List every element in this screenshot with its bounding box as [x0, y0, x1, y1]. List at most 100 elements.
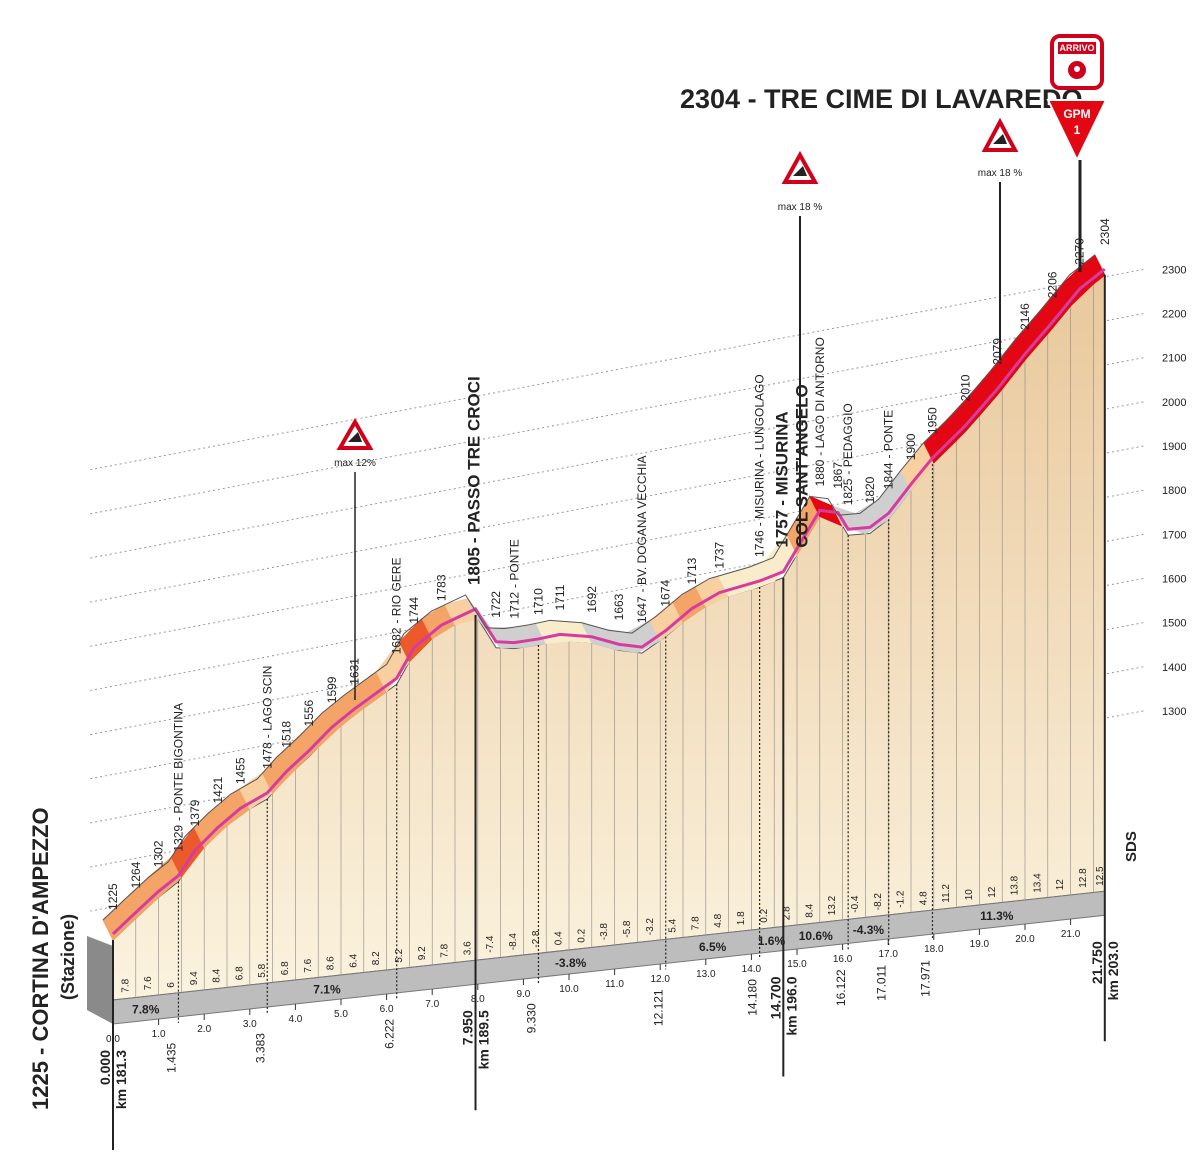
place-name: - LAGO DI ANTORNO — [813, 337, 827, 455]
warning-icon: max 18 % — [978, 117, 1022, 360]
gradient-label: 8.4 — [212, 968, 223, 982]
altitude-label: 2010 — [959, 374, 973, 401]
section-gradient: 11.3% — [980, 909, 1014, 923]
gradient-label: -2.8 — [531, 930, 542, 948]
gradient-label: 4.8 — [713, 913, 724, 927]
gradient-label: 5.4 — [668, 918, 679, 932]
x-tick-label: 12.0 — [650, 974, 670, 985]
gradient-label: 12 — [987, 886, 998, 898]
altitude-label: 1880 - LAGO DI ANTORNO — [813, 337, 827, 486]
x-tick-label: 19.0 — [970, 939, 990, 950]
gradient-label: 10 — [964, 889, 975, 901]
km-marker-label: 3.383 — [253, 1033, 267, 1063]
altitude-label: 2079 — [991, 338, 1005, 365]
section-gradient: 10.6% — [799, 929, 833, 943]
altitude-label: 1682 - RIO GERE — [390, 558, 404, 655]
sds-label: SDS — [1123, 831, 1140, 862]
gradient-label: 5.8 — [257, 963, 268, 977]
altitude: 1880 — [813, 459, 827, 486]
x-tick-label: 9.0 — [516, 989, 530, 1000]
gradient-label: 5.2 — [394, 948, 405, 962]
altitude: 1713 — [685, 557, 699, 584]
altitude-label: 1329 - PONTE BIGONTINA — [171, 703, 185, 852]
grid-line — [90, 268, 1144, 471]
warning-icon: max 12% — [334, 417, 376, 700]
altitude-label: 1711 — [553, 584, 567, 610]
altitude: 2206 — [1045, 271, 1059, 298]
x-tick-label: 15.0 — [787, 959, 807, 970]
y-tick-label: 2300 — [1162, 264, 1186, 276]
altitude: 1900 — [904, 433, 918, 460]
altitude: 1737 — [712, 542, 726, 569]
x-tick-label: 10.0 — [559, 984, 579, 995]
altitude-label: 1302 — [152, 840, 166, 867]
place-name: - PONTE BIGONTINA — [171, 703, 185, 821]
altitude: 1805 — [465, 547, 484, 585]
section-gradient: 6.5% — [699, 940, 727, 954]
gradient-label: 1.8 — [736, 911, 747, 925]
section-gradient: 7.8% — [132, 1002, 160, 1016]
gradient-label: 8.2 — [371, 951, 382, 965]
gradient-label: 6.4 — [348, 953, 359, 967]
x-tick-label: 1.0 — [152, 1029, 166, 1040]
altitude-label: 1900 — [904, 433, 918, 460]
altitude: 2079 — [991, 338, 1005, 365]
km-marker-label: 17.011 — [875, 965, 889, 1001]
y-tick-label: 1900 — [1162, 441, 1186, 453]
gradient-label: 0.2 — [576, 928, 587, 942]
altitude-label: 1264 — [129, 861, 143, 888]
altitude-label: 2206 — [1045, 271, 1059, 298]
altitude: 2304 — [1098, 218, 1112, 245]
altitude-label: 1783 — [434, 574, 448, 601]
finish-badge: ARRIVO — [1050, 34, 1104, 90]
road-edge — [102, 254, 1096, 921]
altitude-label: 1746 - MISURINA - LUNGOLAGO — [753, 374, 767, 557]
gradient-label: 11.2 — [941, 884, 952, 903]
altitude: 1329 — [171, 825, 185, 852]
y-tick-label: 1500 — [1162, 618, 1186, 630]
gradient-label: -1.2 — [896, 890, 907, 908]
gradient-label: 12.8 — [1078, 868, 1089, 888]
km-marker-label: 7.950 — [460, 1010, 476, 1045]
altitude-label: 1867 — [831, 462, 845, 489]
badge-label: ARRIVO — [1059, 43, 1094, 53]
place-name: - PEDAGGIO — [841, 403, 855, 474]
gradient-label: 6.8 — [234, 966, 245, 980]
altitude-label: 1820 — [863, 476, 877, 503]
gradient-label: 7.6 — [303, 958, 314, 972]
km-total-label: km 181.3 — [113, 1050, 129, 1109]
altitude: 1225 — [106, 883, 120, 910]
km-marker-label: 0.000 — [97, 1050, 113, 1085]
place-name: - MISURINA - LUNGOLAGO — [753, 374, 767, 526]
altitude: 1674 — [659, 580, 673, 607]
gradient-label: 7.8 — [690, 916, 701, 930]
grid-line — [90, 357, 1144, 559]
altitude-label: 1518 — [279, 721, 293, 748]
grid-line — [90, 313, 1144, 515]
altitude: 1757 — [772, 510, 791, 548]
altitude: 1844 — [882, 462, 896, 489]
gpm-badge: GPM 1 — [1046, 99, 1108, 272]
x-tick-label: 14.0 — [742, 964, 762, 975]
gradient-label: -5.8 — [622, 920, 633, 938]
altitude: 1712 — [507, 592, 521, 619]
altitude-label: 1757 - MISURINA — [772, 411, 791, 547]
gradient-label: 13.4 — [1032, 873, 1043, 893]
gradient-label: -3.8 — [599, 923, 610, 941]
section-gradient: 7.1% — [313, 983, 341, 997]
gradient-label: 6.8 — [280, 961, 291, 975]
y-tick-label: 1600 — [1162, 573, 1186, 585]
altitude: 1379 — [188, 799, 202, 826]
altitude: 2146 — [1018, 303, 1032, 330]
x-tick-label: 5.0 — [334, 1009, 348, 1020]
altitude-label: 1647 - BV. DOGANA VECCHIA — [635, 455, 649, 623]
altitude-label: 1225 — [106, 883, 120, 910]
altitude-label: 1379 — [188, 799, 202, 826]
gpm-category: 1 — [1074, 123, 1081, 137]
gradient-label: 0.2 — [759, 908, 770, 922]
x-tick-label: 7.0 — [425, 999, 439, 1010]
x-tick-label: 20.0 — [1015, 934, 1035, 945]
y-tick-label: 1800 — [1162, 485, 1186, 497]
altitude: 1663 — [612, 593, 626, 620]
altitude-label: 1844 - PONTE — [882, 410, 896, 489]
